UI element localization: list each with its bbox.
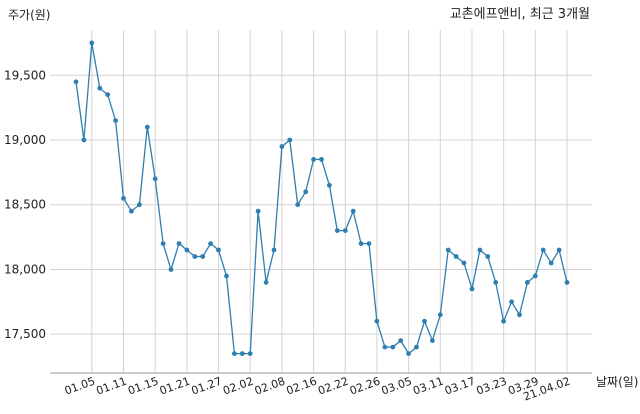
- data-point: [263, 280, 269, 285]
- x-tick-label: 01.15: [126, 375, 160, 398]
- data-point: [469, 286, 475, 292]
- data-point: [358, 241, 364, 247]
- data-point: [437, 312, 443, 318]
- data-point: [121, 195, 126, 201]
- y-tick-label: 18,000: [4, 262, 46, 276]
- data-point: [501, 318, 506, 324]
- data-point: [342, 228, 348, 234]
- x-tick-label: 03.23: [475, 375, 509, 398]
- data-point: [216, 247, 221, 253]
- data-point: [548, 260, 554, 266]
- data-point: [311, 157, 316, 162]
- data-point: [239, 351, 245, 356]
- data-point: [152, 176, 158, 182]
- data-point: [406, 351, 411, 356]
- y-tick-label: 18,500: [4, 198, 46, 212]
- data-point: [327, 182, 332, 188]
- x-tick-label: 02.16: [285, 375, 319, 398]
- x-tick-label: 03.17: [443, 375, 477, 398]
- chart-title: 교촌에프앤비, 최근 3개월: [450, 7, 590, 22]
- data-point: [129, 208, 134, 214]
- y-axis-label: 주가(원): [8, 8, 50, 22]
- data-point: [184, 247, 190, 253]
- data-point: [295, 202, 301, 208]
- x-tick-label: 01.11: [94, 375, 128, 398]
- data-point: [398, 338, 404, 343]
- data-point: [445, 247, 451, 253]
- data-point: [382, 344, 388, 350]
- data-point: [89, 40, 95, 46]
- data-point: [105, 92, 111, 98]
- data-point: [200, 254, 206, 259]
- data-point: [477, 247, 483, 253]
- data-point: [97, 85, 103, 91]
- x-tick-label: 02.26: [348, 375, 382, 398]
- data-point: [247, 351, 253, 356]
- x-tick-label: 01.21: [158, 375, 192, 398]
- y-tick-label: 19,000: [4, 133, 46, 147]
- data-point: [113, 118, 118, 123]
- data-point: [556, 247, 562, 253]
- data-point: [144, 124, 150, 130]
- data-point: [208, 241, 214, 247]
- data-point: [485, 254, 491, 259]
- x-axis-label: 날짜(일): [596, 375, 638, 389]
- data-point: [334, 228, 340, 234]
- data-point: [564, 280, 570, 285]
- data-point: [509, 299, 514, 305]
- data-point: [366, 241, 372, 247]
- data-point: [73, 79, 79, 85]
- x-tick-label: 02.22: [316, 375, 350, 398]
- grid-lines: [50, 30, 592, 373]
- x-tick-label: 02.02: [221, 375, 255, 398]
- data-point: [422, 318, 427, 324]
- data-point: [374, 318, 380, 324]
- data-point: [81, 137, 87, 143]
- data-point: [168, 267, 174, 272]
- data-point: [540, 247, 546, 253]
- data-point: [532, 273, 538, 279]
- data-point: [453, 254, 459, 259]
- x-tick-label: 03.05: [380, 375, 414, 398]
- x-tick-labels: 01.0501.1101.1501.2101.2702.0202.0802.16…: [63, 375, 572, 404]
- data-point: [160, 241, 166, 247]
- y-tick-labels: 17,500 18,000 18,500 19,000 19,500: [4, 68, 46, 341]
- data-point: [255, 208, 261, 214]
- data-point: [350, 208, 356, 214]
- x-tick-label: 03.11: [411, 375, 445, 398]
- price-series-line: [75, 42, 568, 355]
- y-tick-label: 19,500: [4, 68, 46, 82]
- price-data-points: [73, 40, 570, 356]
- data-point: [224, 273, 229, 279]
- data-point: [303, 189, 309, 195]
- data-point: [287, 137, 293, 143]
- x-tick-label: 01.27: [190, 375, 224, 398]
- x-tick-label: 01.05: [63, 375, 97, 398]
- data-point: [390, 344, 396, 350]
- data-point: [271, 247, 277, 253]
- data-point: [232, 351, 237, 356]
- data-point: [493, 280, 499, 285]
- data-point: [176, 241, 182, 247]
- data-point: [319, 157, 324, 162]
- data-point: [525, 280, 530, 285]
- data-point: [279, 144, 285, 149]
- y-tick-label: 17,500: [4, 327, 46, 341]
- data-point: [192, 254, 198, 259]
- data-point: [414, 344, 419, 350]
- x-tick-label: 02.08: [253, 375, 287, 398]
- data-point: [461, 260, 467, 266]
- data-point: [430, 338, 435, 343]
- data-point: [517, 312, 522, 318]
- data-point: [137, 202, 142, 208]
